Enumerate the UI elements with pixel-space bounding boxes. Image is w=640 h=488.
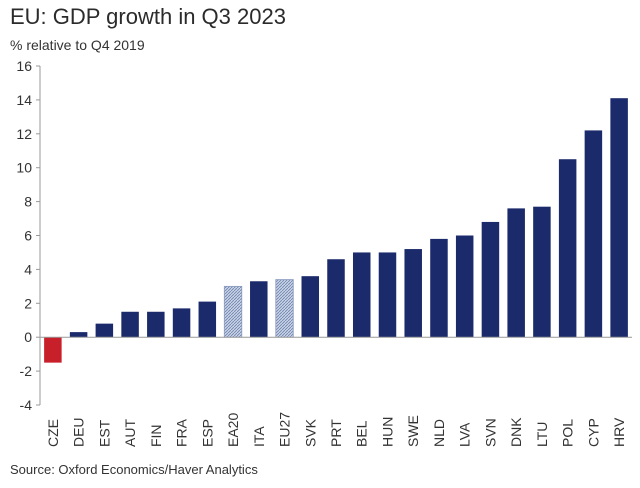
x-tick-label: LTU (534, 422, 550, 447)
x-tick-label: SWE (405, 415, 421, 447)
x-tick-label: DEU (71, 417, 87, 447)
y-tick-label: 16 (16, 58, 32, 74)
bar-eu27 (275, 279, 294, 338)
bar-fra (172, 308, 191, 338)
y-tick-label: 2 (24, 295, 32, 311)
x-tick-label: ITA (251, 426, 267, 447)
bar-pol (558, 159, 577, 338)
bar-esp (198, 301, 217, 338)
y-tick-label: 10 (16, 160, 32, 176)
x-tick-label: BEL (354, 420, 370, 447)
x-tick-label: EA20 (225, 413, 241, 447)
bar-swe (404, 249, 422, 338)
x-tick-label: ESP (199, 419, 215, 447)
bar-svn (481, 221, 500, 338)
y-axis: -4 -2 0 2 4 6 8 10 12 14 16 (16, 58, 41, 413)
y-tick-label: 4 (24, 261, 32, 277)
x-tick-label: LVA (457, 422, 473, 447)
bar-aut (121, 311, 139, 338)
x-tick-label: POL (560, 419, 576, 447)
x-tick-label: NLD (431, 419, 447, 447)
chart-title: EU: GDP growth in Q3 2023 (10, 4, 286, 29)
bar-est (95, 323, 114, 338)
bar-ltu (533, 206, 551, 338)
bar-cyp (584, 130, 603, 338)
bar-prt (327, 259, 345, 338)
x-axis: CZE DEU EST AUT FIN FRA ESP EA20 ITA EU27 SVK PRT BE… (40, 336, 632, 447)
bar-nld (430, 238, 448, 338)
y-tick-label: 12 (16, 126, 32, 142)
bar-ea20 (223, 285, 243, 338)
y-axis-unit-label: % relative to Q4 2019 (10, 37, 145, 53)
x-tick-label: EST (96, 419, 112, 447)
x-tick-label: DNK (508, 417, 524, 447)
bar-hun (378, 252, 397, 338)
x-tick-label: HRV (611, 417, 627, 447)
bar-dnk (507, 208, 525, 338)
bar-bel (352, 252, 371, 338)
y-tick-label: 8 (24, 194, 32, 210)
y-tick-label: 0 (24, 329, 32, 345)
y-tick-label: -4 (20, 397, 33, 413)
x-tick-label: SVK (302, 418, 318, 447)
bar-ita (250, 281, 268, 338)
x-tick-label: CZE (45, 419, 61, 447)
x-tick-label: CYP (585, 418, 601, 447)
x-tick-label: FRA (174, 418, 190, 447)
bar-fin (147, 311, 165, 338)
bar-svk (301, 276, 320, 338)
bars (44, 98, 628, 363)
x-tick-label: FIN (148, 424, 164, 447)
x-tick-label: HUN (379, 417, 395, 447)
x-tick-label: EU27 (277, 412, 293, 447)
y-tick-label: -2 (20, 363, 33, 379)
x-tick-label: SVN (482, 418, 498, 447)
y-tick-label: 6 (24, 228, 32, 244)
x-tick-label: AUT (122, 419, 138, 447)
bar-hrv (610, 98, 628, 338)
bar-cze (44, 337, 62, 363)
bar-lva (455, 235, 474, 338)
bar-deu (69, 332, 88, 338)
x-tick-label: PRT (328, 419, 344, 447)
y-tick-label: 14 (16, 92, 32, 108)
source-note: Source: Oxford Economics/Haver Analytics (10, 462, 258, 477)
